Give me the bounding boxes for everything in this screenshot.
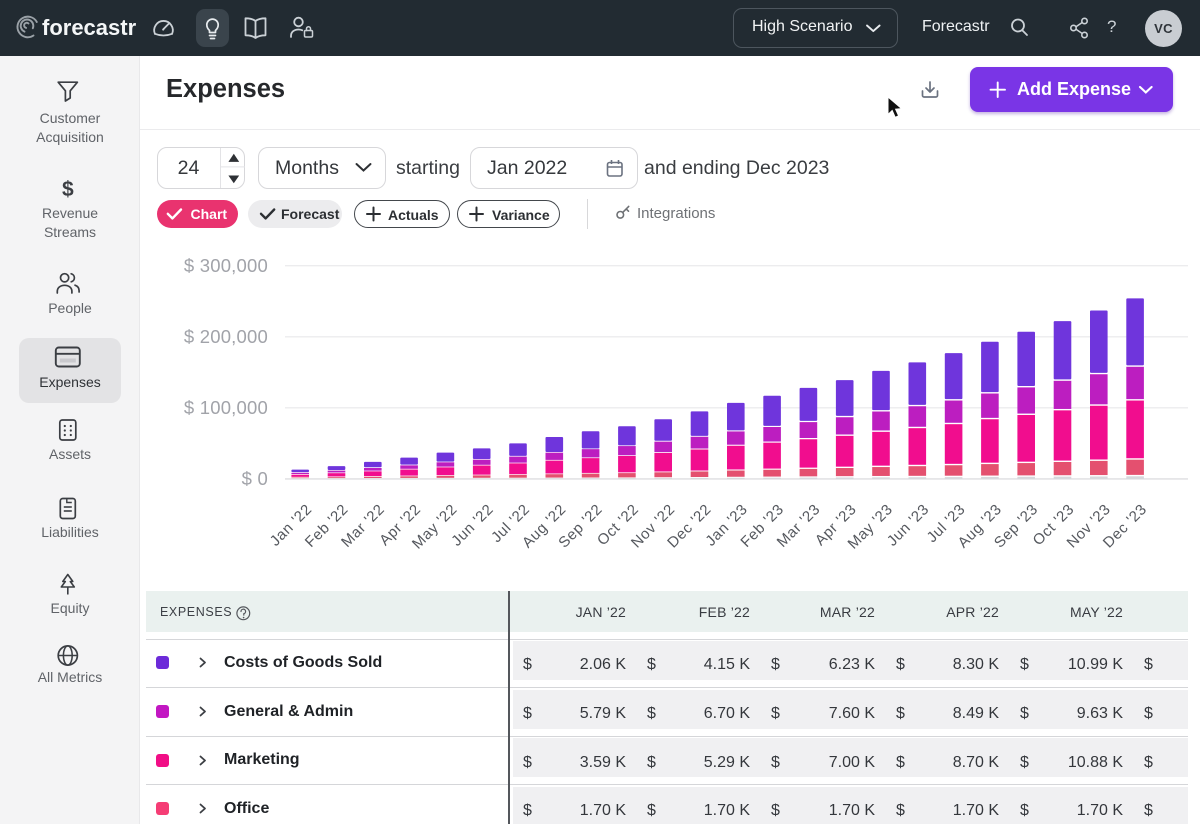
svg-text:$: $ <box>62 178 74 201</box>
